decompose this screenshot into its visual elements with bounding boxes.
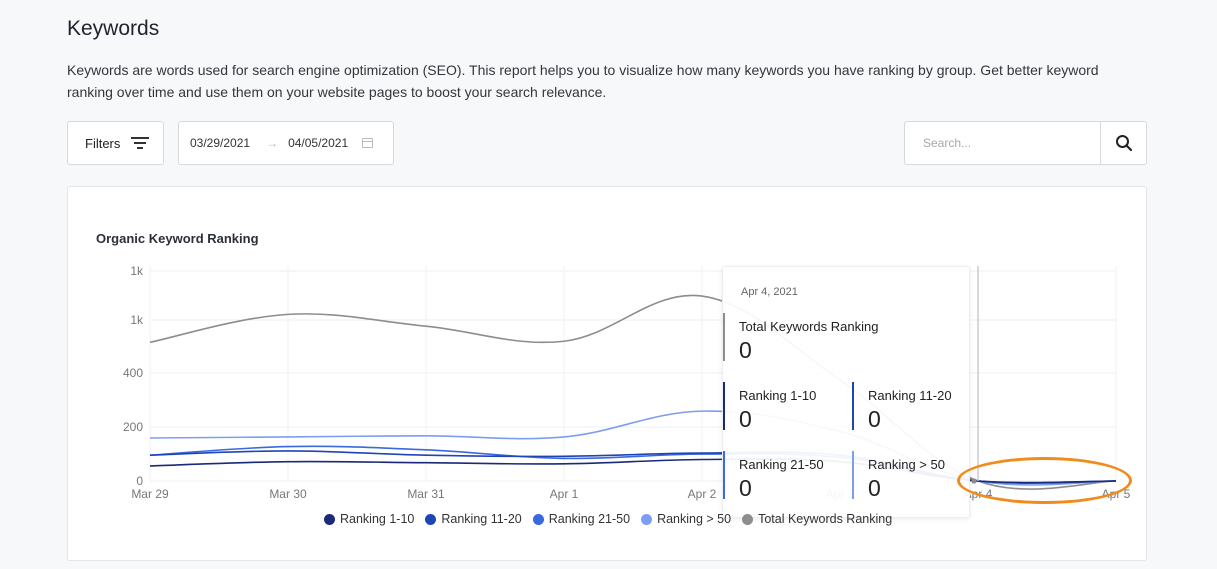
legend-dot xyxy=(324,513,335,525)
filters-label: Filters xyxy=(85,135,121,151)
filters-button[interactable]: Filters xyxy=(67,121,164,165)
tooltip-total: Total Keywords Ranking 0 xyxy=(723,313,879,364)
tooltip-item-label: Ranking 1-10 xyxy=(739,388,817,403)
legend-dot xyxy=(532,513,544,525)
tooltip-date: Apr 4, 2021 xyxy=(741,286,798,298)
tooltip-item-bar xyxy=(852,382,854,430)
tooltip-item-bar xyxy=(723,382,725,430)
legend-dot xyxy=(742,513,754,525)
page-title: Keywords xyxy=(67,17,160,40)
calendar-icon[interactable] xyxy=(362,138,374,148)
legend-dot xyxy=(641,513,653,525)
tooltip-total-label: Total Keywords Ranking xyxy=(739,319,879,334)
y-tick-label: 1k xyxy=(130,313,144,327)
tooltip-total-value: 0 xyxy=(739,337,752,363)
legend-label: Ranking 21-50 xyxy=(548,512,631,526)
y-tick-label: 1k xyxy=(130,264,144,278)
x-tick-label: Mar 31 xyxy=(407,487,445,501)
filter-lines-icon xyxy=(131,137,150,149)
x-tick-label: Apr 2 xyxy=(688,487,717,501)
chart-tooltip: Apr 4, 2021 Total Keywords Ranking 0 Ran… xyxy=(722,266,970,518)
x-tick-label: Mar 29 xyxy=(131,487,169,501)
legend-dot xyxy=(425,513,437,525)
legend-item-ranking-over-50[interactable]: Ranking > 50 xyxy=(641,512,731,526)
legend-item-ranking-21-50[interactable]: Ranking 21-50 xyxy=(532,512,631,526)
x-tick-label: Apr 1 xyxy=(550,487,579,501)
date-start[interactable]: 03/29/2021 xyxy=(190,136,251,150)
legend-label: Ranking 1-10 xyxy=(340,512,415,526)
tooltip-item-value: 0 xyxy=(868,475,881,501)
date-end[interactable]: 04/05/2021 xyxy=(288,136,349,150)
legend-item-ranking-1-10[interactable]: Ranking 1-10 xyxy=(324,512,414,526)
legend-label: Total Keywords Ranking xyxy=(758,512,893,526)
legend-label: Ranking 11-20 xyxy=(441,512,522,526)
date-range-arrow-icon: → xyxy=(266,136,279,150)
date-range-picker[interactable]: 03/29/2021 → 04/05/2021 xyxy=(178,121,394,165)
legend-item-total-keywords[interactable]: Total Keywords Ranking xyxy=(742,512,892,526)
highlight-circle xyxy=(957,457,1132,504)
tooltip-item-bar xyxy=(723,451,725,499)
tooltip-total-bar xyxy=(723,313,725,361)
search-input[interactable] xyxy=(905,122,1101,164)
series-line-total-keywords-ranking[interactable] xyxy=(149,294,1117,490)
tooltip-item-value: 0 xyxy=(868,406,881,432)
tooltip-item-ranking-over-50: Ranking > 50 0 xyxy=(852,451,945,502)
tooltip-item-ranking-11-20: Ranking 11-20 0 xyxy=(852,382,952,433)
tooltip-item-value: 0 xyxy=(739,406,752,432)
search-button[interactable] xyxy=(1100,122,1146,164)
y-tick-label: 0 xyxy=(136,474,143,488)
chart-legend: Ranking 1-10 Ranking 11-20 Ranking 21-50… xyxy=(324,512,903,526)
legend-label: Ranking > 50 xyxy=(657,512,732,526)
search-box xyxy=(904,121,1147,165)
tooltip-item-bar xyxy=(852,451,854,499)
tooltip-item-label: Ranking > 50 xyxy=(868,457,945,472)
y-tick-label: 200 xyxy=(123,420,143,434)
tooltip-item-ranking-21-50: Ranking 21-50 0 xyxy=(723,451,824,502)
page-description: Keywords are words used for search engin… xyxy=(67,62,1099,100)
search-icon xyxy=(1115,135,1132,152)
tooltip-item-value: 0 xyxy=(739,475,752,501)
chart-title: Organic Keyword Ranking xyxy=(96,231,259,246)
tooltip-item-label: Ranking 21-50 xyxy=(739,457,824,472)
x-tick-label: Mar 30 xyxy=(269,487,307,501)
tooltip-item-ranking-1-10: Ranking 1-10 0 xyxy=(723,382,817,433)
y-tick-label: 400 xyxy=(123,366,143,380)
tooltip-item-label: Ranking 11-20 xyxy=(868,388,952,403)
legend-item-ranking-11-20[interactable]: Ranking 11-20 xyxy=(425,512,522,526)
